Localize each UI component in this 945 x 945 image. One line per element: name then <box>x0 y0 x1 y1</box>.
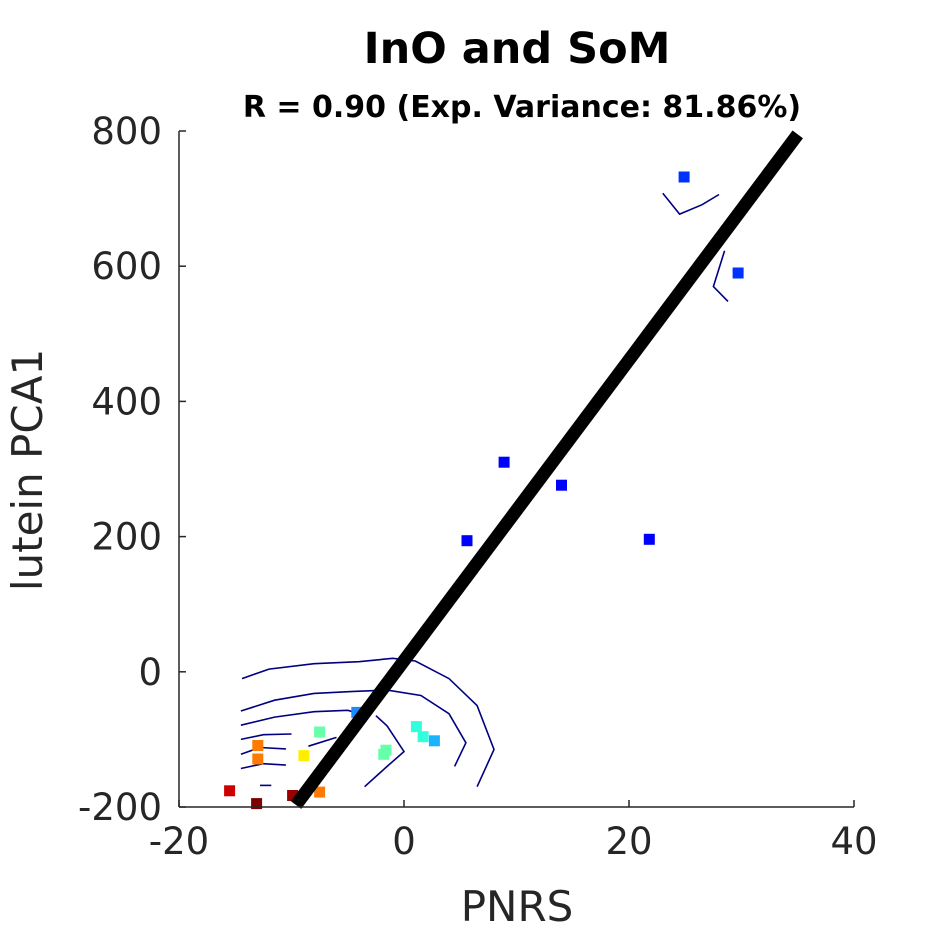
data-point-13 <box>252 740 264 751</box>
y-tick-label: 200 <box>91 516 162 559</box>
data-point-15 <box>298 750 310 762</box>
data-point-4 <box>461 535 473 547</box>
data-point-3 <box>556 479 567 491</box>
regression-line <box>290 130 803 809</box>
data-point-16 <box>224 785 236 797</box>
data-point-18 <box>287 790 299 801</box>
y-tick-label: 0 <box>138 651 162 694</box>
contour-line-2 <box>240 709 365 726</box>
data-point-10 <box>314 726 326 738</box>
data-point-17 <box>251 798 263 810</box>
data-point-8 <box>417 731 429 743</box>
y-tick-label: 400 <box>91 380 162 423</box>
x-tick-label: 40 <box>830 820 877 863</box>
chart-title: InO and SoM <box>364 24 671 74</box>
contour-line-9 <box>662 192 720 216</box>
data-point-2 <box>498 456 510 468</box>
axes <box>178 131 854 808</box>
y-axis-label: lutein PCA1 <box>3 349 52 591</box>
scatter-points <box>224 171 744 810</box>
regression-line-group <box>290 130 803 809</box>
x-tick-label: 0 <box>392 820 416 863</box>
contour-line-0 <box>241 657 495 788</box>
contour-lines <box>240 192 729 788</box>
contour-line-5 <box>240 762 286 770</box>
data-point-14 <box>252 753 264 765</box>
chart-subtitle: R = 0.90 (Exp. Variance: 81.86%) <box>243 90 801 125</box>
contour-line-10 <box>712 250 729 302</box>
data-point-7 <box>410 721 422 733</box>
data-point-19 <box>314 786 326 798</box>
data-point-9 <box>428 735 440 747</box>
y-tick-label: 600 <box>91 245 162 288</box>
data-point-6 <box>351 706 363 718</box>
x-tick-label: -20 <box>149 820 209 863</box>
data-point-0 <box>678 171 690 183</box>
x-tick-label: 20 <box>605 820 652 863</box>
y-tick-label: -200 <box>78 786 162 829</box>
contour-line-7 <box>308 736 337 747</box>
contour-line-4 <box>240 746 286 756</box>
contour-line-3 <box>240 733 292 741</box>
data-point-5 <box>643 533 655 545</box>
contour-line-6 <box>364 715 406 788</box>
y-tick-label: 800 <box>91 110 162 153</box>
data-point-1 <box>732 267 744 279</box>
data-point-12 <box>378 748 390 760</box>
x-axis-label: PNRS <box>461 882 574 931</box>
